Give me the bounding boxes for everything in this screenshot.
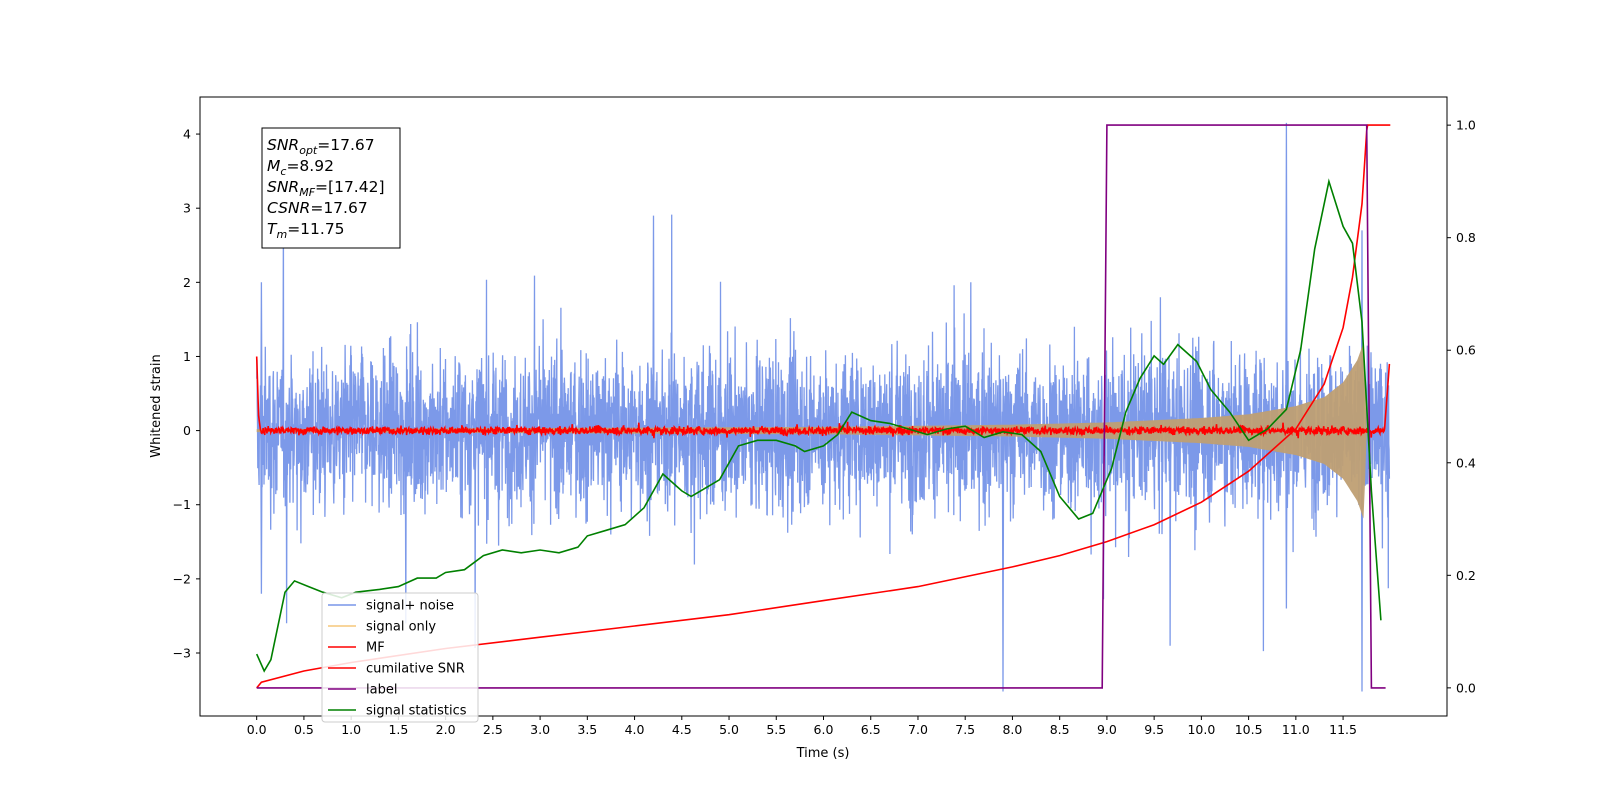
x-tick-label: 11.5 bbox=[1329, 722, 1357, 737]
x-axis-label: Time (s) bbox=[796, 746, 850, 761]
x-tick-label: 10.5 bbox=[1235, 722, 1263, 737]
x-tick-label: 6.0 bbox=[814, 722, 834, 737]
info-line: SNRMF=[17.42] bbox=[267, 178, 385, 199]
y-axis-label: Whitened strain bbox=[149, 354, 164, 457]
x-tick-label: 1.5 bbox=[388, 722, 408, 737]
x-tick-label: 0.5 bbox=[294, 722, 314, 737]
x-tick-label: 8.5 bbox=[1050, 722, 1070, 737]
y-left-tick-label: −2 bbox=[173, 571, 191, 586]
x-tick-label: 7.0 bbox=[908, 722, 928, 737]
y-left-tick-label: 1 bbox=[183, 349, 191, 364]
y-right-tick-label: 0.8 bbox=[1456, 230, 1476, 245]
x-tick-label: 0.0 bbox=[247, 722, 267, 737]
series-signal-statistics bbox=[255, 178, 1382, 673]
y-left-tick-label: 4 bbox=[183, 127, 191, 142]
x-tick-label: 6.5 bbox=[861, 722, 881, 737]
legend-frame bbox=[321, 592, 479, 723]
y-right-tick-label: 0.4 bbox=[1456, 455, 1476, 470]
legend-label: MF bbox=[366, 641, 385, 656]
info-line: SNRopt=17.67 bbox=[267, 136, 375, 157]
plot-area bbox=[255, 122, 1391, 692]
legend-label: signal only bbox=[366, 620, 436, 635]
y-right-tick-label: 0.0 bbox=[1456, 680, 1476, 695]
y-right-tick-label: 1.0 bbox=[1456, 118, 1476, 133]
x-tick-label: 11.0 bbox=[1282, 722, 1310, 737]
x-tick-label: 10.0 bbox=[1187, 722, 1215, 737]
info-box-frame bbox=[261, 127, 401, 249]
x-tick-label: 3.0 bbox=[530, 722, 550, 737]
legend: signal+ noise signal only MF cumilative SNR… bbox=[321, 592, 479, 723]
x-tick-label: 8.0 bbox=[1002, 722, 1022, 737]
axes: 0.0 0.5 1.0 1.5 2.0 2.5 3.0 3.5 4.0 4.5 5.0 5.5 6.0 6… bbox=[173, 118, 1476, 737]
x-tick-label: 1.0 bbox=[341, 722, 361, 737]
x-tick-label: 4.0 bbox=[625, 722, 645, 737]
legend-label: cumilative SNR bbox=[366, 662, 465, 677]
y-left-tick-label: 2 bbox=[183, 275, 191, 290]
x-tick-label: 4.5 bbox=[672, 722, 692, 737]
x-tick-label: 2.5 bbox=[483, 722, 503, 737]
y-left-tick-label: −3 bbox=[173, 645, 191, 660]
info-line: CSNR=17.67 bbox=[267, 199, 368, 217]
info-box: SNRopt=17.67Mc=8.92SNRMF=[17.42]CSNR=17.… bbox=[261, 127, 401, 249]
series-label bbox=[256, 124, 1386, 689]
y-left-tick-label: −1 bbox=[173, 497, 191, 512]
x-tick-label: 5.0 bbox=[719, 722, 739, 737]
legend-label: signal statistics bbox=[366, 704, 467, 719]
legend-label: label bbox=[366, 683, 397, 698]
legend-label: signal+ noise bbox=[366, 599, 454, 614]
y-right-tick-label: 0.6 bbox=[1456, 343, 1476, 358]
info-line: Mc=8.92 bbox=[267, 157, 334, 178]
y-left-tick-label: 0 bbox=[183, 423, 191, 438]
info-line: Tm=11.75 bbox=[267, 220, 345, 241]
x-tick-label: 9.5 bbox=[1144, 722, 1164, 737]
x-tick-label: 3.5 bbox=[577, 722, 597, 737]
series-mf bbox=[255, 356, 1391, 439]
x-tick-label: 7.5 bbox=[955, 722, 975, 737]
y-right-tick-label: 0.2 bbox=[1456, 568, 1476, 583]
x-tick-label: 5.5 bbox=[766, 722, 786, 737]
y-left-tick-label: 3 bbox=[183, 201, 191, 216]
x-tick-label: 9.0 bbox=[1097, 722, 1117, 737]
x-tick-label: 2.0 bbox=[436, 722, 456, 737]
